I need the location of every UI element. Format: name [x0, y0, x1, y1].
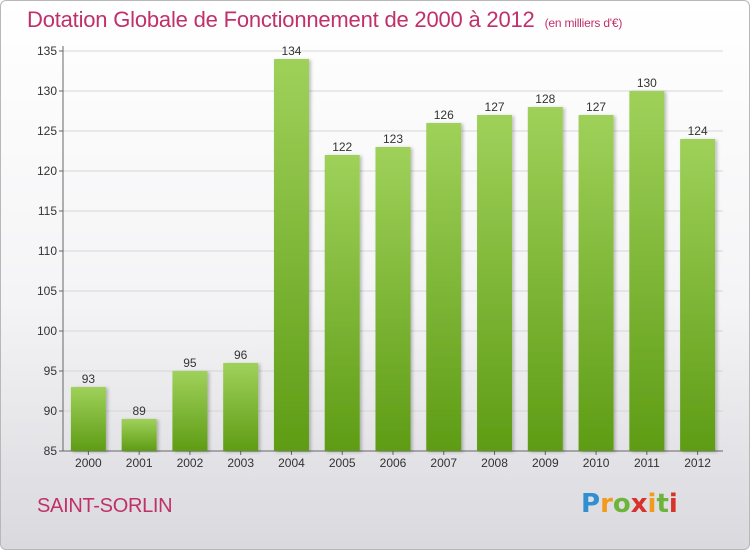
- bar-2011: [629, 91, 665, 451]
- x-tick-label: 2009: [532, 456, 559, 470]
- bar-2006: [375, 147, 411, 451]
- bar-value-label: 134: [281, 44, 301, 58]
- bar-2001: [121, 419, 157, 451]
- chart-title-text: Dotation Globale de Fonctionnement de 20…: [27, 7, 535, 32]
- bars-layer: [70, 59, 716, 451]
- y-tick-label: 115: [38, 204, 57, 218]
- x-tick-label: 2011: [634, 456, 660, 470]
- x-tick-label: 2000: [75, 456, 102, 470]
- bar-2003: [223, 363, 259, 451]
- bar-value-label: 130: [637, 76, 657, 90]
- y-tick-label: 105: [37, 284, 57, 298]
- chart-title: Dotation Globale de Fonctionnement de 20…: [27, 7, 622, 33]
- x-tick-label: 2008: [481, 456, 508, 470]
- bar-2005: [324, 155, 360, 451]
- bar-2010: [578, 115, 614, 451]
- bar-2007: [426, 123, 462, 451]
- y-tick-label: 100: [37, 324, 57, 338]
- bar-value-label: 127: [586, 100, 606, 114]
- commune-name: SAINT-SORLIN: [37, 495, 173, 517]
- x-tick-label: 2003: [227, 456, 254, 470]
- bar-2012: [680, 139, 716, 451]
- y-tick-label: 120: [37, 164, 57, 178]
- bar-value-label: 127: [485, 100, 505, 114]
- bar-2009: [527, 107, 563, 451]
- bar-value-label: 95: [183, 356, 197, 370]
- y-tick-label: 85: [44, 444, 58, 458]
- bar-value-label: 122: [332, 140, 352, 154]
- bar-value-label: 124: [688, 124, 708, 138]
- x-tick-label: 2006: [380, 456, 407, 470]
- proxiti-logo: Proxiti: [581, 489, 678, 519]
- bar-value-label: 128: [535, 92, 555, 106]
- y-tick-label: 125: [37, 124, 57, 138]
- labels-layer: 93 89 95 96 134 122 123 126 127 128 127 130 124: [82, 44, 708, 418]
- x-tick-label: 2010: [583, 456, 610, 470]
- bar-value-label: 96: [234, 348, 248, 362]
- bar-2008: [477, 115, 513, 451]
- y-tick-label: 135: [37, 44, 57, 58]
- x-tick-label: 2005: [329, 456, 356, 470]
- x-tick-label: 2001: [126, 456, 153, 470]
- bar-value-label: 126: [434, 108, 454, 122]
- x-tick-label: 2012: [684, 456, 711, 470]
- y-tick-label: 95: [44, 364, 58, 378]
- x-tick-label: 2007: [430, 456, 457, 470]
- y-tick-label: 110: [38, 244, 57, 258]
- bar-value-label: 93: [82, 372, 96, 386]
- bar-2004: [273, 59, 309, 451]
- x-tick-label: 2002: [177, 456, 204, 470]
- chart-title-unit: (en milliers d'€): [544, 16, 623, 30]
- x-tick-label: 2004: [278, 456, 305, 470]
- bar-value-label: 89: [132, 404, 146, 418]
- y-tick-label: 90: [44, 404, 58, 418]
- y-tick-label: 130: [37, 84, 57, 98]
- bar-value-label: 123: [383, 132, 403, 146]
- bar-2002: [172, 371, 208, 451]
- bar-2000: [70, 387, 106, 451]
